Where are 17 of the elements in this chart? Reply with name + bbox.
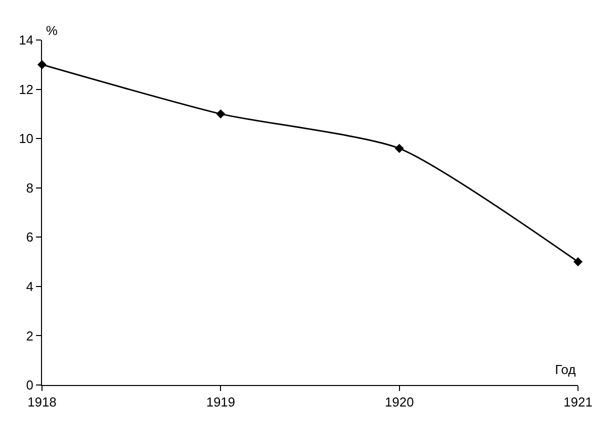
x-axis-title: Год [555, 362, 576, 377]
x-tick-label: 1920 [384, 394, 414, 410]
y-axis-title: % [46, 23, 58, 38]
y-tick-label: 12 [18, 82, 34, 97]
point [573, 257, 583, 266]
y-tick-label: 2 [26, 328, 34, 344]
x-tick-label: 1921 [564, 394, 592, 410]
y-tick-label: 14 [18, 32, 34, 48]
x-tick-label: 1918 [28, 394, 56, 410]
y-tick-label: 8 [26, 180, 34, 196]
y-tick-label: 6 [26, 230, 34, 245]
point [394, 144, 404, 153]
y-tick-label: 4 [26, 278, 34, 294]
point [216, 109, 226, 118]
y-tick-label: 10 [18, 131, 34, 146]
x-tick-label: 1919 [206, 394, 236, 410]
y-tick-label: 0 [26, 378, 34, 393]
